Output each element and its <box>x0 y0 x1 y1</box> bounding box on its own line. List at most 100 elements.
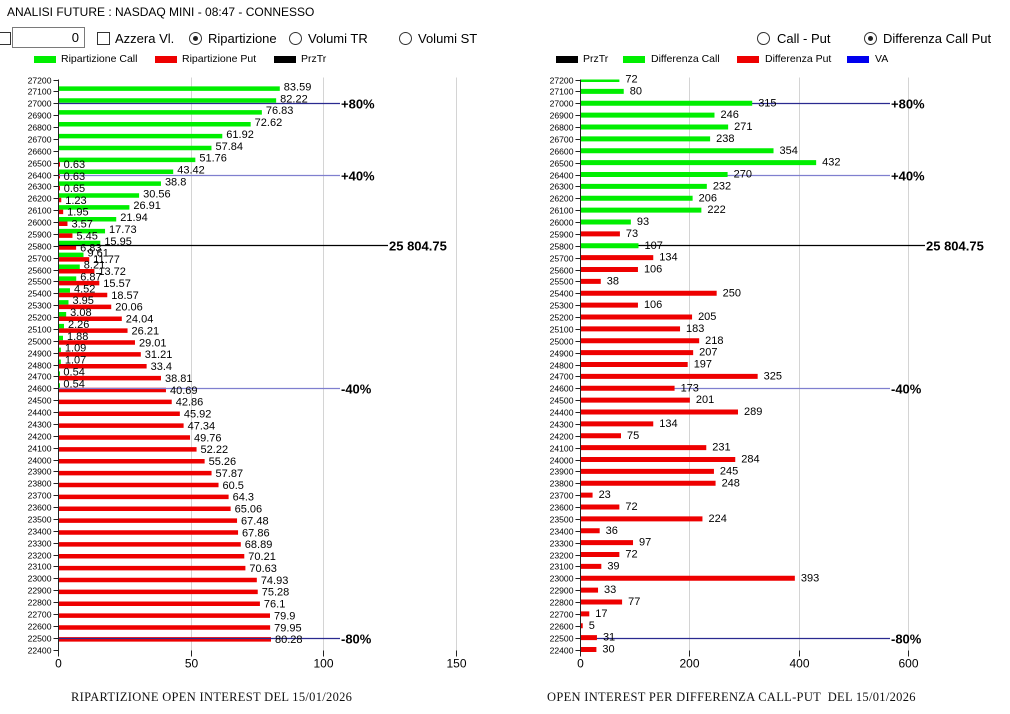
diff-put-bar <box>581 433 621 439</box>
diff-put-value-label: 250 <box>723 287 741 299</box>
diff-put-bar <box>581 516 703 522</box>
put-value-label: 20.06 <box>115 302 143 314</box>
y-tick-label: 22700 <box>550 610 574 620</box>
diff-call-bar <box>581 79 620 82</box>
y-tick-label: 23400 <box>28 527 52 537</box>
put-value-label: 1.95 <box>67 207 88 219</box>
call-value-label: 1.07 <box>65 355 86 367</box>
y-tick-label: 23500 <box>28 515 52 525</box>
bar-group <box>581 79 817 652</box>
put-bar <box>59 399 172 405</box>
y-tick-label: 24100 <box>550 444 574 454</box>
call-bar <box>59 371 60 376</box>
left-chart-title: RIPARTIZIONE OPEN INTEREST DEL 15/01/202… <box>71 690 353 704</box>
put-bar <box>59 482 219 488</box>
y-tick-label: 24000 <box>550 456 574 466</box>
y-tick-label: 24900 <box>550 349 574 359</box>
put-value-label: 74.93 <box>261 575 289 587</box>
y-tick-label: 26500 <box>28 159 52 169</box>
diff-put-bar <box>581 278 601 284</box>
ref-line-plus-40-label: +40% <box>891 169 925 184</box>
diff-call-bar <box>581 172 728 177</box>
y-tick-label: 22800 <box>550 598 574 608</box>
price-line-label: 25 804.75 <box>389 239 447 254</box>
put-bar <box>59 340 135 345</box>
x-tick-label: 200 <box>679 657 699 671</box>
diff-put-bar <box>581 231 620 237</box>
radio-volumi-st[interactable] <box>399 32 412 45</box>
y-tick-label: 23100 <box>550 562 574 572</box>
put-value-label: 3.57 <box>71 219 92 231</box>
call-value-label: 0.54 <box>63 378 84 390</box>
radio-ripartizione-label[interactable]: Ripartizione <box>208 31 277 46</box>
y-tick-label: 26700 <box>550 135 574 145</box>
y-tick-label: 24400 <box>28 408 52 418</box>
diff-put-value-label: 224 <box>708 513 726 525</box>
call-bar <box>59 347 61 353</box>
y-tick-label: 25200 <box>550 313 574 323</box>
y-tick-label: 25600 <box>28 266 52 276</box>
diff-put-bar <box>581 623 583 629</box>
radio-call-put-label[interactable]: Call - Put <box>777 31 831 46</box>
y-tick-label: 27100 <box>28 87 52 97</box>
y-tick-label: 25800 <box>28 242 52 252</box>
diff-call-value-label: 354 <box>780 145 798 157</box>
call-bar <box>59 181 161 186</box>
y-tick-label: 23600 <box>28 503 52 513</box>
radio-volumi-tr[interactable] <box>289 32 302 45</box>
call-bar <box>59 205 130 210</box>
reset-checkbox-label[interactable]: Azzera Vl. <box>115 31 175 46</box>
y-tick-label: 26000 <box>28 218 52 228</box>
put-value-label: 42.86 <box>176 397 204 409</box>
put-value-label: 15.57 <box>103 278 131 290</box>
x-tick-label: 0 <box>577 657 584 671</box>
put-bar <box>59 506 231 511</box>
y-tick-label: 25500 <box>550 277 574 287</box>
y-tick-label: 24800 <box>550 361 574 371</box>
diff-put-value-label: 33 <box>604 584 616 596</box>
radio-volumi-tr-label[interactable]: Volumi TR <box>308 31 368 46</box>
diff-put-bar <box>581 480 716 486</box>
y-tick-label: 22800 <box>28 598 52 608</box>
call-value-label: 57.84 <box>215 141 243 153</box>
diff-call-value-label: 246 <box>720 109 738 121</box>
put-bar <box>59 542 241 547</box>
y-tick-label: 26400 <box>550 171 574 181</box>
diff-put-value-label: 106 <box>644 299 662 311</box>
put-bar <box>59 565 246 571</box>
put-bar <box>59 209 64 215</box>
put-value-label: 31.21 <box>145 349 173 361</box>
y-tick-label: 23000 <box>550 574 574 584</box>
y-tick-label: 26300 <box>550 182 574 192</box>
diff-put-bar <box>581 409 738 415</box>
radio-ripartizione[interactable] <box>189 32 202 45</box>
diff-put-bar <box>581 647 597 652</box>
y-tick-label: 23200 <box>550 551 574 561</box>
value-input[interactable] <box>12 27 85 48</box>
radio-differenza-call-put[interactable] <box>864 32 877 45</box>
radio-differenza-call-put-label[interactable]: Differenza Call Put <box>883 31 992 46</box>
y-tick-label: 22500 <box>28 634 52 644</box>
enable-checkbox[interactable] <box>0 32 11 45</box>
radio-volumi-st-label[interactable]: Volumi ST <box>418 31 478 46</box>
diff-put-bar <box>581 373 758 379</box>
diff-put-bar <box>581 540 634 546</box>
radio-call-put[interactable] <box>757 32 770 45</box>
diff-put-value-label: 134 <box>659 418 677 430</box>
y-tick-label: 27000 <box>28 99 52 109</box>
put-value-label: 67.86 <box>242 527 270 539</box>
diff-put-value-label: 36 <box>606 525 618 537</box>
y-tick-label: 23200 <box>28 551 52 561</box>
y-tick-label: 24600 <box>28 384 52 394</box>
legend-label-przt: PrzTr <box>301 53 327 65</box>
diff-call-bar <box>581 207 702 213</box>
reset-checkbox[interactable] <box>97 32 110 45</box>
diff-put-value-label: 38 <box>607 275 619 287</box>
x-tick-label: 150 <box>446 657 466 671</box>
diff-put-value-label: 134 <box>659 252 677 264</box>
call-value-label: 0.54 <box>63 366 84 378</box>
y-tick-label: 25300 <box>28 301 52 311</box>
put-bar <box>59 257 90 262</box>
y-tick-label: 26400 <box>28 171 52 181</box>
